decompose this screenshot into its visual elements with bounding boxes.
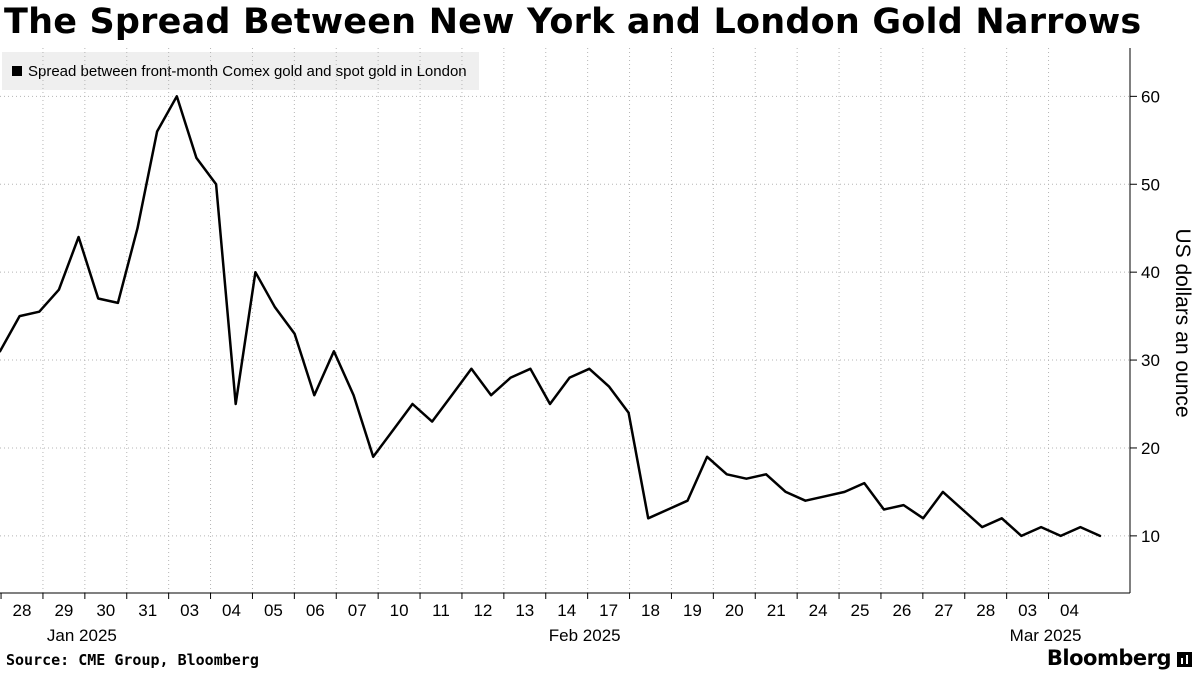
x-tick-label: 13 — [515, 601, 534, 620]
x-tick-label: 31 — [138, 601, 157, 620]
brand-name: Bloomberg — [1046, 646, 1172, 670]
x-tick-label: 03 — [180, 601, 199, 620]
y-tick-label: 10 — [1141, 527, 1160, 546]
x-tick-label: 18 — [641, 601, 660, 620]
y-tick-label: 20 — [1141, 439, 1160, 458]
x-tick-label: 21 — [767, 601, 786, 620]
x-tick-label: 06 — [306, 601, 325, 620]
x-tick-label: 28 — [13, 601, 32, 620]
x-tick-label: 11 — [432, 601, 450, 620]
brand-logo: Bloomberg — [1047, 646, 1192, 670]
y-tick-label: 40 — [1141, 263, 1160, 282]
x-tick-label: 12 — [473, 601, 492, 620]
x-tick-label: 19 — [683, 601, 702, 620]
legend-label: Spread between front-month Comex gold an… — [28, 62, 467, 80]
legend-swatch — [12, 66, 22, 76]
x-tick-label: 25 — [851, 601, 870, 620]
x-tick-label: 04 — [1060, 601, 1079, 620]
x-month-label: Jan 2025 — [47, 626, 117, 645]
x-tick-label: 29 — [54, 601, 73, 620]
x-tick-label: 30 — [96, 601, 115, 620]
x-tick-label: 07 — [348, 601, 367, 620]
x-tick-label: 05 — [264, 601, 283, 620]
source-note: Source: CME Group, Bloomberg — [6, 651, 259, 669]
x-tick-label: 27 — [934, 601, 953, 620]
x-tick-label: 26 — [892, 601, 911, 620]
y-tick-label: 60 — [1141, 87, 1160, 106]
y-tick-label: 30 — [1141, 351, 1160, 370]
y-tick-label: 50 — [1141, 175, 1160, 194]
x-tick-label: 17 — [599, 601, 618, 620]
x-tick-label: 28 — [976, 601, 995, 620]
x-tick-label: 10 — [390, 601, 409, 620]
x-tick-label: 20 — [725, 601, 744, 620]
chart-title: The Spread Between New York and London G… — [4, 2, 1142, 42]
x-month-label: Feb 2025 — [549, 626, 621, 645]
series-line — [0, 95, 1102, 538]
x-tick-label: 04 — [222, 601, 241, 620]
x-tick-label: 24 — [809, 601, 828, 620]
y-axis-title: US dollars an ounce — [1171, 228, 1194, 417]
x-tick-label: 14 — [557, 601, 576, 620]
legend: Spread between front-month Comex gold an… — [2, 52, 479, 90]
x-month-label: Mar 2025 — [1010, 626, 1082, 645]
bar-chart-icon — [1177, 651, 1192, 667]
x-tick-label: 03 — [1018, 601, 1037, 620]
